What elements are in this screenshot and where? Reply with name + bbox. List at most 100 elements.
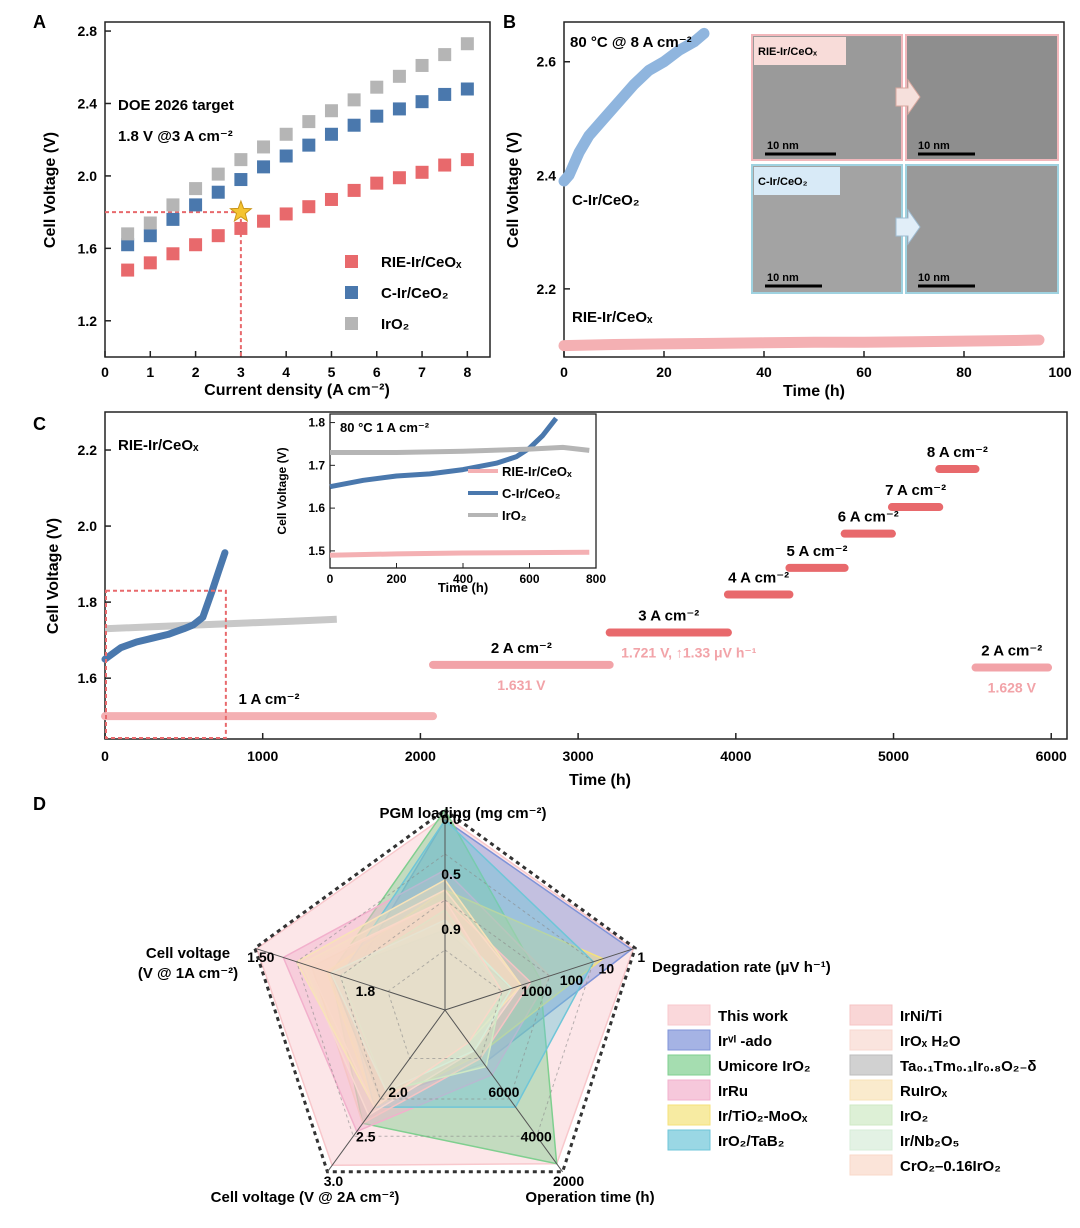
radar-legend-swatch [667,1054,711,1076]
panel-a-point-0 [257,214,271,228]
panel-c-cir-line [101,549,229,663]
panel-c-ytick-label: 2.2 [78,442,98,458]
panel-a-point-2 [392,69,406,83]
radar-legend-label: Ir/Nb₂O₅ [900,1133,960,1150]
panel-b-ytick-label: 2.2 [537,281,557,297]
panel-a-xtick-label: 6 [373,364,381,380]
panel-a-xtick-label: 4 [282,364,290,380]
panel-letter-d: D [33,794,46,814]
tem-image-grid: RIE-Ir/CeOₓ C-Ir/CeO₂ 10 nm 10 nm 10 nm … [751,34,1059,294]
panel-a-point-2 [257,140,271,154]
panel-c-step-label: 2 A cm⁻² [981,643,1042,660]
panel-a-point-0 [302,200,316,214]
panel-b-ytick-label: 2.4 [537,167,557,183]
tem-scale-text-2: 10 nm [918,140,950,152]
panel-c-ytick-label: 1.6 [78,670,98,686]
inset-condition: 80 °C 1 A cm⁻² [340,420,430,435]
panel-a-point-0 [143,256,157,270]
panel-a-xtick-label: 5 [328,364,336,380]
panel-a-xtick-label: 7 [418,364,426,380]
panel-c-step-label: 5 A cm⁻² [787,543,848,560]
panel-a-point-1 [189,198,203,212]
radar-legend-swatch [849,1054,893,1076]
panel-a-point-0 [415,165,429,179]
panel-letter-c: C [33,414,46,434]
panel-c-step-label: 4 A cm⁻² [728,570,789,587]
panel-a-legend-swatch [345,255,358,268]
radar-tick-label-1: 10 [599,961,615,977]
panel-a-xtick-label: 0 [101,364,109,380]
panel-a-point-2 [415,58,429,72]
radar-tick-label-4: 1.8 [356,983,376,999]
panel-b-xtick-label: 80 [956,364,972,380]
radar-axis-label-3: Cell voltage (V @ 2A cm⁻²) [211,1189,400,1206]
panel-a-point-2 [324,104,338,118]
radar-tick-label-3: 3.0 [324,1173,344,1189]
panel-a-legend-label: RIE-Ir/CeOₓ [381,254,462,271]
inset-ylabel: Cell Voltage (V) [275,447,289,534]
panel-a-point-1 [347,118,361,132]
panel-letter-a: A [33,12,46,32]
panel-a-point-1 [370,109,384,123]
panel-a-point-2 [143,216,157,230]
panel-a-point-1 [392,102,406,116]
panel-a-frame [104,21,491,358]
radar-legend-swatch [667,1029,711,1051]
radar-legend-label: IrNi/Ti [900,1008,942,1025]
panel-b-xtick-label: 60 [856,364,872,380]
tem-arrow-rie [895,78,921,116]
tem-arrow-cir [895,208,921,246]
radar-legend-label: CrO₂–0.16IrO₂ [900,1158,1001,1175]
panel-c-xlabel: Time (h) [569,772,631,789]
radar-series-8 [329,929,513,1101]
panel-b-ticks: 0 20 40 60 80 100 2.2 2.4 2.6 [537,54,1072,380]
tem-image-cir-after [905,164,1059,294]
inset-ytick-label: 1.7 [308,458,325,472]
tem-scale-text-4: 10 nm [918,272,950,284]
panel-a-point-1 [460,82,474,96]
panel-a-point-0 [211,229,225,243]
inset-ticks: 0 200 400 600 800 1.5 1.6 1.7 1.8 [308,416,606,586]
panel-b-ytick-label: 2.6 [537,54,557,70]
radar-grid-ring [387,949,503,1059]
radar-tick-label-0: 0.5 [441,866,461,882]
radar-tick-label-3: 2.0 [388,1084,408,1100]
panel-a-xlabel: Current density (A cm⁻²) [204,382,390,399]
panel-a-point-0 [392,171,406,185]
tem-scale-text-3: 10 nm [767,272,799,284]
panel-b-series-line-0 [558,27,710,187]
radar-legend-swatch [667,1129,711,1151]
panel-b-rie-label: RIE-Ir/CeOₓ [572,309,653,326]
panel-a-point-2 [121,227,135,241]
radar-axis-label-0: PGM loading (mg cm⁻²) [379,805,546,822]
panel-a-legend-label: IrO₂ [381,316,409,333]
panel-a-point-0 [234,221,248,235]
radar-legend-swatch [849,1004,893,1026]
panel-c-frame [104,411,1068,740]
panel-a-point-0 [438,158,452,172]
panel-a-point-1 [279,149,293,163]
radar-series-5 [339,818,595,1108]
panel-a-ytick-label: 2.0 [78,168,98,184]
radar-legend-label: Ta₀.₁Tm₀.₁Ir₀.₈O₂₋δ [900,1058,1036,1075]
panel-a-target-star [229,199,253,223]
panel-a-doe-target: DOE 2026 target [118,97,234,114]
panel-a-point-2 [279,127,293,141]
panel-a-point-1 [211,185,225,199]
radar-legend-swatch [667,1004,711,1026]
tem-label-rie: RIE-Ir/CeOₓ [758,46,818,58]
panel-c-ylabel: Cell Voltage (V) [45,518,62,634]
panel-c-step-note: 1.628 V [988,680,1037,696]
panel-a-point-0 [189,238,203,252]
radar-legend-swatch [849,1079,893,1101]
panel-c-xtick-label: 5000 [878,748,909,764]
panel-c-marks: 1 A cm⁻² 2 A cm⁻² 1.631 V 3 A cm⁻² 1.721 V, … [101,444,1053,739]
panel-b-frame [563,21,1065,358]
tem-scale-text-1: 10 nm [767,140,799,152]
inset-legend-label: C-Ir/CeO₂ [502,486,561,501]
panel-a-legend: RIE-Ir/CeOₓ C-Ir/CeO₂ IrO₂ [345,254,462,333]
panel-c-step-label: 1 A cm⁻² [239,691,300,708]
radar-tick-label-4: 1.50 [247,949,274,965]
inset-xtick-label: 600 [519,572,539,586]
